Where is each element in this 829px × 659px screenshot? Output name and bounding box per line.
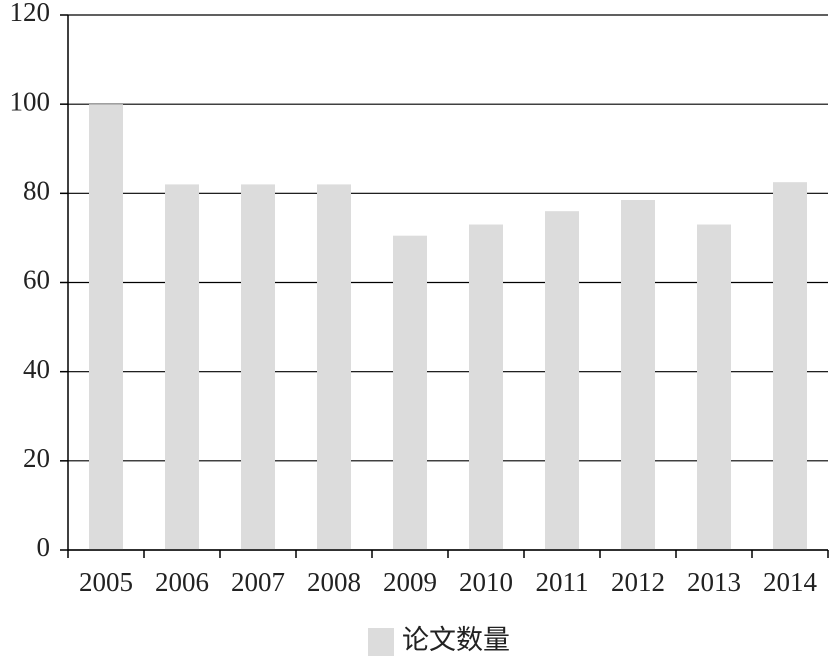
y-tick-label: 80 (23, 176, 50, 206)
bar (621, 200, 655, 551)
bar (317, 184, 351, 550)
y-tick-label: 20 (23, 443, 50, 473)
bar (697, 224, 731, 550)
x-tick-label: 2008 (307, 567, 361, 597)
y-tick-label: 100 (10, 86, 51, 116)
legend-label: 论文数量 (402, 625, 510, 655)
x-tick-label: 2014 (763, 567, 818, 597)
bar (89, 104, 123, 551)
y-tick-label: 60 (23, 265, 50, 295)
bar (773, 182, 807, 550)
x-tick-label: 2009 (383, 567, 437, 597)
y-tick-label: 120 (10, 0, 51, 27)
bar (545, 211, 579, 550)
bar (165, 184, 199, 550)
bar (241, 184, 275, 550)
y-tick-label: 0 (37, 532, 51, 562)
y-tick-label: 40 (23, 354, 50, 384)
bar (469, 224, 503, 550)
x-tick-label: 2005 (79, 567, 133, 597)
x-tick-label: 2010 (459, 567, 513, 597)
x-tick-label: 2012 (611, 567, 665, 597)
legend-swatch (368, 628, 394, 656)
x-tick-label: 2007 (231, 567, 285, 597)
x-tick-label: 2011 (536, 567, 589, 597)
bar (393, 235, 427, 550)
x-tick-label: 2006 (155, 567, 209, 597)
x-tick-label: 2013 (687, 567, 741, 597)
